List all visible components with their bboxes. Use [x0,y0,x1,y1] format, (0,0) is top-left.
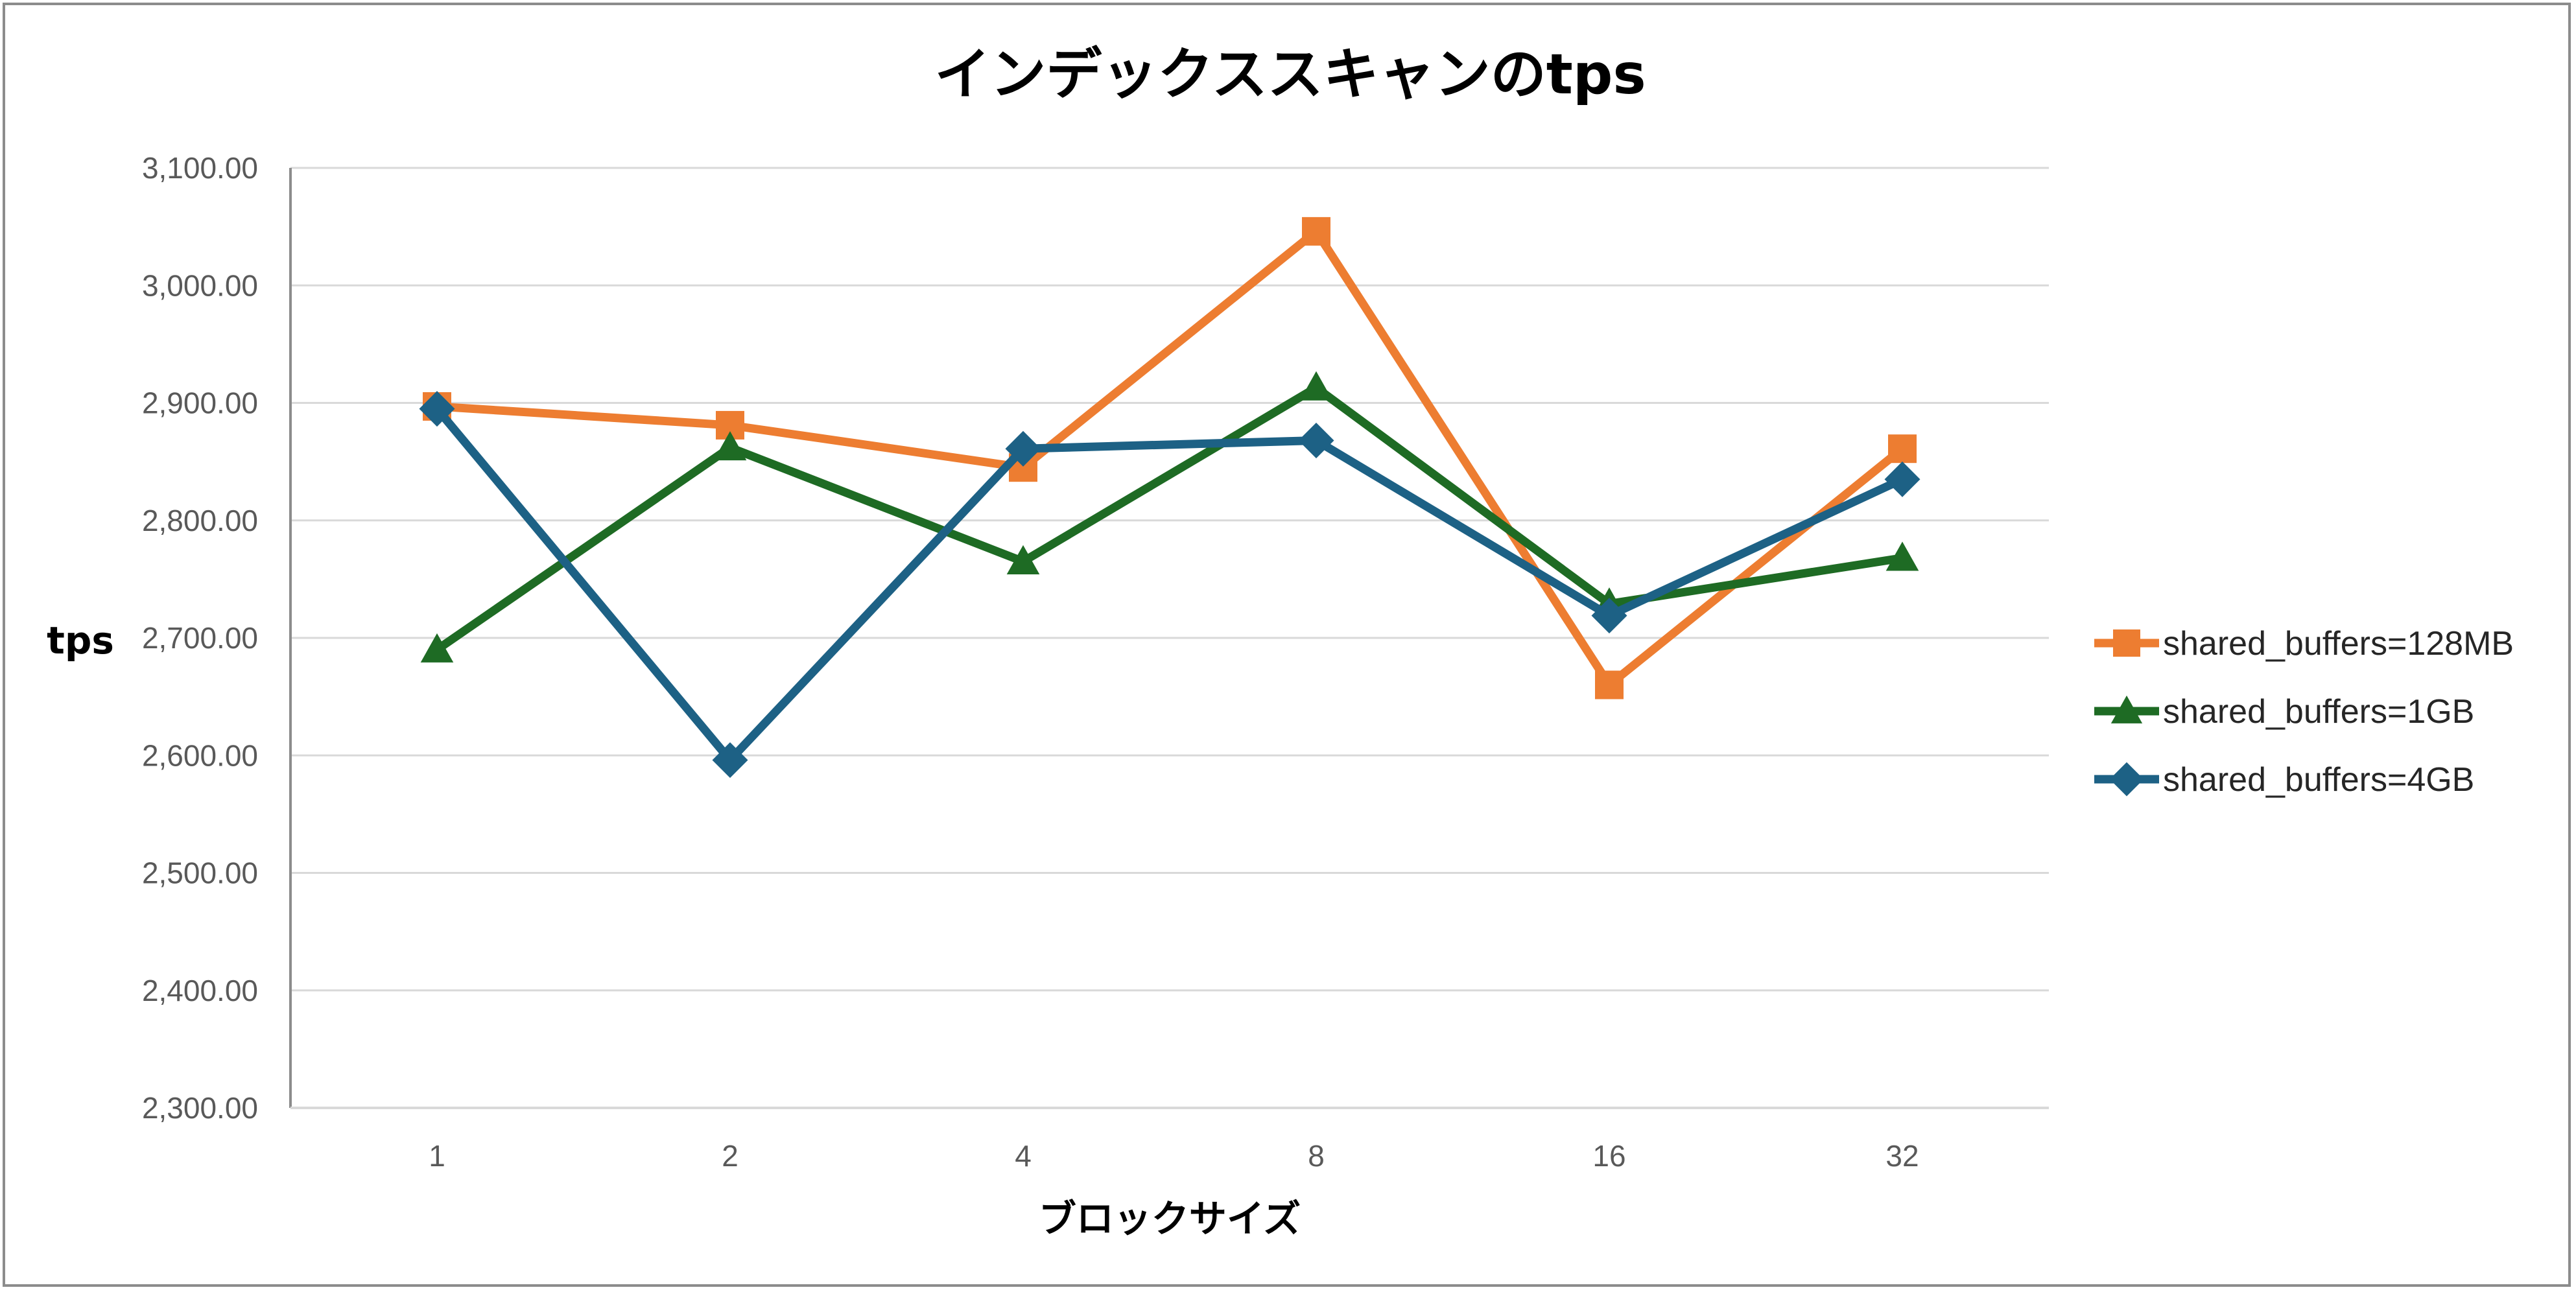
x-tick-label: 8 [1308,1139,1325,1173]
legend-label: shared_buffers=4GB [2163,761,2474,799]
y-tick-label: 3,100.00 [142,151,258,185]
data-point [1888,434,1917,464]
y-tick-label: 2,700.00 [142,621,258,655]
x-tick-labels: 1 2 4 8 16 32 [429,1139,1919,1173]
legend-item: shared_buffers=1GB [2094,693,2474,731]
series-line [432,383,1907,654]
chart-title: インデックススキャンのtps [934,42,1646,107]
chart-frame: インデックススキャンのtps 2,300.00 2,400.00 2,500.00 2… [3,3,2571,1287]
legend-marker [2113,629,2140,657]
gridlines [290,167,2049,992]
y-tick-label: 2,400.00 [142,974,258,1007]
legend-label: shared_buffers=128MB [2163,625,2514,663]
x-tick-label: 2 [722,1139,739,1173]
legend: shared_buffers=128MB shared_buffers=1GBsh… [2094,625,2514,799]
x-tick-label: 32 [1885,1139,1919,1173]
x-tick-label: 4 [1015,1139,1032,1173]
data-point [712,742,748,778]
series-3 [419,391,1920,778]
x-tick-label: 16 [1592,1139,1625,1173]
y-tick-labels: 2,300.00 2,400.00 2,500.00 2,600.00 2,700.00… [142,151,258,1125]
y-tick-label: 2,900.00 [142,386,258,420]
y-tick-label: 2,500.00 [142,856,258,890]
y-axis-title: tps [47,618,114,663]
axes [289,168,2049,1109]
data-point [1298,423,1334,458]
data-point [1005,430,1041,467]
data-point [1885,541,1919,571]
data-point [420,633,454,663]
data-point [713,431,747,461]
series [419,217,1920,778]
data-point [419,391,455,427]
legend-marker [2110,695,2143,723]
x-axis-title: ブロックサイズ [1039,1197,1301,1241]
data-point [1884,461,1920,497]
legend-label: shared_buffers=1GB [2163,693,2474,731]
legend-item: shared_buffers=4GB [2094,761,2474,799]
series-1 [423,217,1917,699]
data-point [1591,598,1627,634]
line-chart: インデックススキャンのtps 2,300.002,400.002,500.002… [47,42,2514,1241]
legend-marker [2109,762,2144,797]
y-tick-label: 3,000.00 [142,268,258,302]
data-point [1299,371,1333,401]
y-tick-label: 2,300.00 [142,1091,258,1125]
y-tick-label: 2,600.00 [142,738,258,772]
y-tick-label: 2,800.00 [142,504,258,537]
data-point [1302,217,1330,246]
series-line [432,227,1907,689]
data-point [1595,670,1624,699]
legend-item: shared_buffers=128MB [2094,625,2514,663]
data-point [1006,545,1040,574]
x-tick-label: 1 [429,1139,445,1173]
series-line [432,405,1907,764]
